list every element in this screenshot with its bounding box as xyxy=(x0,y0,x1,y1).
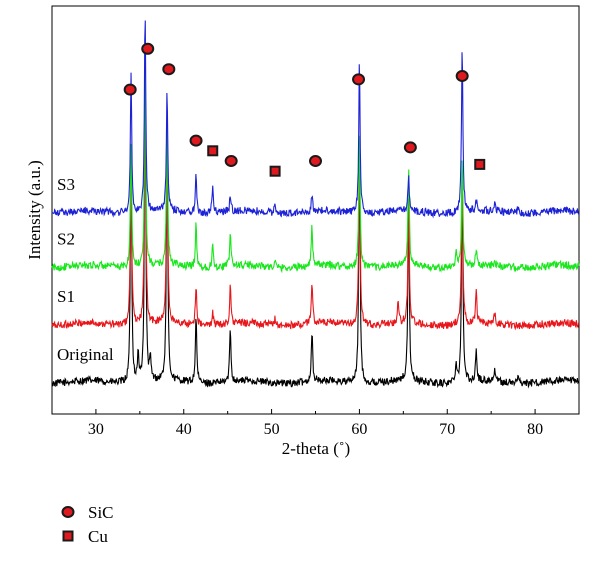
cu-peak-marker xyxy=(269,165,281,177)
sic-peak-marker xyxy=(141,42,155,55)
x-tick-label: 60 xyxy=(351,421,367,438)
cu-peak-marker xyxy=(474,158,486,170)
legend-sic-icon xyxy=(61,506,75,518)
x-tick-label: 70 xyxy=(439,421,455,438)
sic-peak-marker xyxy=(403,141,417,154)
legend-cu-icon xyxy=(62,530,74,542)
x-tick-label: 50 xyxy=(264,421,280,438)
sic-peak-marker xyxy=(189,134,203,147)
sic-peak-marker xyxy=(455,70,469,82)
series-label-s2: S2 xyxy=(57,229,75,248)
sic-peak-marker xyxy=(162,63,176,76)
series-layer xyxy=(51,20,580,389)
sic-peak-marker xyxy=(224,155,238,167)
sic-peak-marker xyxy=(309,155,322,167)
legend-label-cu: Cu xyxy=(88,527,108,546)
sic-peak-marker xyxy=(352,73,366,86)
x-tick-label: 80 xyxy=(527,421,543,438)
y-axis-title: Intensity (a.u.) xyxy=(25,160,44,260)
cu-peak-marker xyxy=(207,145,219,157)
x-axis-ticks: 30 40 50 60 70 80 xyxy=(51,409,580,438)
legend-label-sic: SiC xyxy=(88,503,114,522)
legend: SiC Cu xyxy=(61,503,114,546)
x-tick-label: 30 xyxy=(88,421,104,438)
marker-layer xyxy=(123,42,486,177)
sic-peak-marker xyxy=(123,83,137,96)
series-trace-original xyxy=(51,79,580,389)
series-trace-s1 xyxy=(51,75,580,331)
series-label-s1: S1 xyxy=(57,287,75,306)
series-label-s3: S3 xyxy=(57,175,75,194)
series-trace-s3 xyxy=(51,20,580,219)
series-trace-s2 xyxy=(51,70,580,274)
series-labels: Original S1 S2 S3 xyxy=(57,175,114,364)
x-axis-title: 2-theta (˚) xyxy=(282,439,350,458)
x-tick-label: 40 xyxy=(176,421,192,438)
series-label-original: Original xyxy=(57,345,114,364)
